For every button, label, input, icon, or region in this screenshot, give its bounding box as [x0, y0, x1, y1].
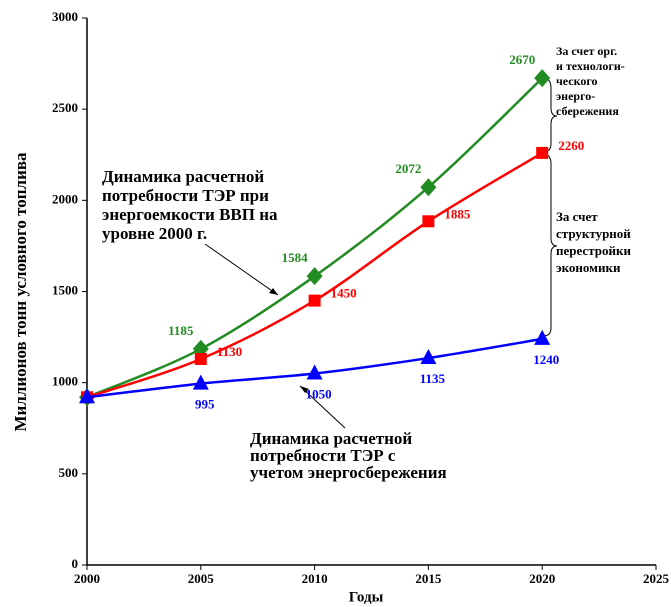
data-label: 995	[195, 397, 215, 412]
triangle-marker	[306, 364, 323, 380]
annotation: ческого	[556, 74, 597, 88]
annotation: сбережения	[556, 104, 619, 118]
data-label: 2670	[509, 52, 535, 67]
y-tick-label: 1500	[52, 282, 78, 297]
data-label: 1050	[306, 387, 332, 402]
arrow-head	[269, 288, 278, 295]
data-label: 1185	[168, 323, 194, 338]
triangle-marker	[192, 374, 209, 390]
data-label: 1450	[331, 286, 357, 301]
annotation: перестройки	[556, 243, 631, 258]
pointer-arrow	[204, 243, 279, 296]
y-tick-label: 0	[72, 556, 79, 571]
x-axis-label: Годы	[349, 589, 384, 605]
annotation: учетом энергосбережения	[250, 463, 447, 482]
y-tick-label: 500	[59, 465, 79, 480]
arrow-head	[300, 386, 309, 393]
data-label: 1240	[533, 352, 559, 367]
data-label: 2260	[558, 138, 584, 153]
pointer-arrow	[299, 385, 346, 429]
y-axis-label: Миллионов тонн условного топлива	[11, 152, 30, 432]
square-marker	[422, 215, 435, 228]
data-label: 2072	[395, 161, 421, 176]
annotation: потребности ТЭР при	[102, 186, 269, 205]
annotation: структурной	[556, 226, 631, 241]
square-marker	[194, 352, 207, 365]
brace	[542, 153, 558, 337]
x-tick-label: 2005	[188, 571, 215, 586]
annotation: и технологи-	[556, 59, 625, 73]
triangle-marker	[420, 349, 437, 365]
brace	[542, 77, 558, 153]
data-label: 1130	[217, 344, 242, 359]
diamond-marker	[306, 267, 323, 286]
x-tick-label: 2020	[529, 571, 555, 586]
x-tick-label: 2000	[74, 571, 100, 586]
annotation: Динамика расчетной	[102, 167, 264, 186]
annotation: За счет орг.	[556, 44, 617, 58]
y-tick-label: 2000	[52, 191, 78, 206]
triangle-marker	[534, 329, 551, 345]
data-label: 1885	[444, 206, 471, 221]
square-marker	[536, 146, 549, 159]
annotation: энергоемкости ВВП на	[102, 205, 278, 224]
y-tick-label: 3000	[52, 9, 78, 24]
annotation: Динамика расчетной	[250, 429, 412, 448]
diamond-marker	[420, 178, 437, 197]
annotation: уровне 2000 г.	[102, 224, 207, 243]
x-tick-label: 2010	[302, 571, 328, 586]
y-tick-label: 2500	[52, 100, 78, 115]
square-marker	[308, 294, 321, 307]
annotation: экономики	[556, 260, 621, 275]
annotation: потребности ТЭР с	[250, 446, 396, 465]
annotation: За счет	[556, 209, 598, 224]
triangle-marker	[79, 388, 95, 404]
x-tick-label: 2025	[643, 571, 670, 586]
data-label: 1584	[282, 250, 309, 265]
data-label: 1135	[420, 371, 446, 386]
y-tick-label: 1000	[52, 374, 78, 389]
diamond-marker	[534, 69, 551, 88]
x-tick-label: 2015	[415, 571, 442, 586]
annotation: энерго-	[556, 89, 595, 103]
